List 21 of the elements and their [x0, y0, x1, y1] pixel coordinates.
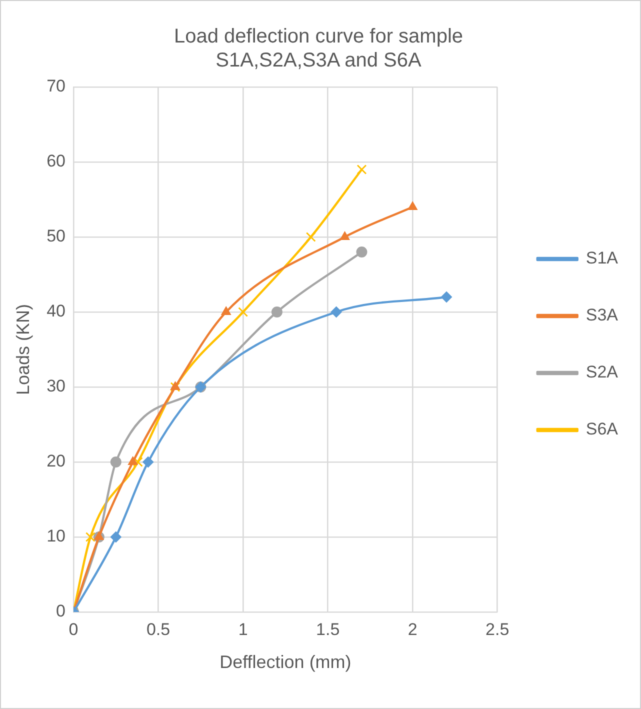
- y-tick-label: 70: [46, 76, 66, 96]
- chart-title: Load deflection curve for sample S1A,S2A,S3A and S6A: [174, 26, 464, 72]
- y-tick-label: 30: [46, 376, 66, 396]
- x-tick-label: 2: [408, 620, 418, 639]
- x-axis-title: Defflection (mm): [220, 652, 352, 672]
- y-axis-title: Loads (KN): [12, 304, 33, 396]
- x-tick-label: 0: [68, 620, 78, 639]
- y-tick-label: 50: [46, 226, 66, 246]
- x-tick-label: 1: [238, 620, 248, 639]
- legend-label: S6A: [586, 420, 619, 439]
- legend-label: S1A: [586, 248, 619, 268]
- x-tick-label: 1.5: [316, 620, 340, 639]
- y-tick-label: 20: [46, 452, 66, 471]
- y-tick-label: 0: [56, 602, 66, 621]
- x-tick-label: 0.5: [146, 620, 170, 639]
- legend-label: S2A: [586, 362, 619, 382]
- y-tick-label: 60: [46, 152, 66, 171]
- x-tick-label: 2.5: [486, 620, 510, 639]
- y-tick-label: 40: [46, 302, 66, 321]
- y-tick-label: 10: [46, 526, 66, 546]
- legend-label: S3A: [586, 306, 619, 325]
